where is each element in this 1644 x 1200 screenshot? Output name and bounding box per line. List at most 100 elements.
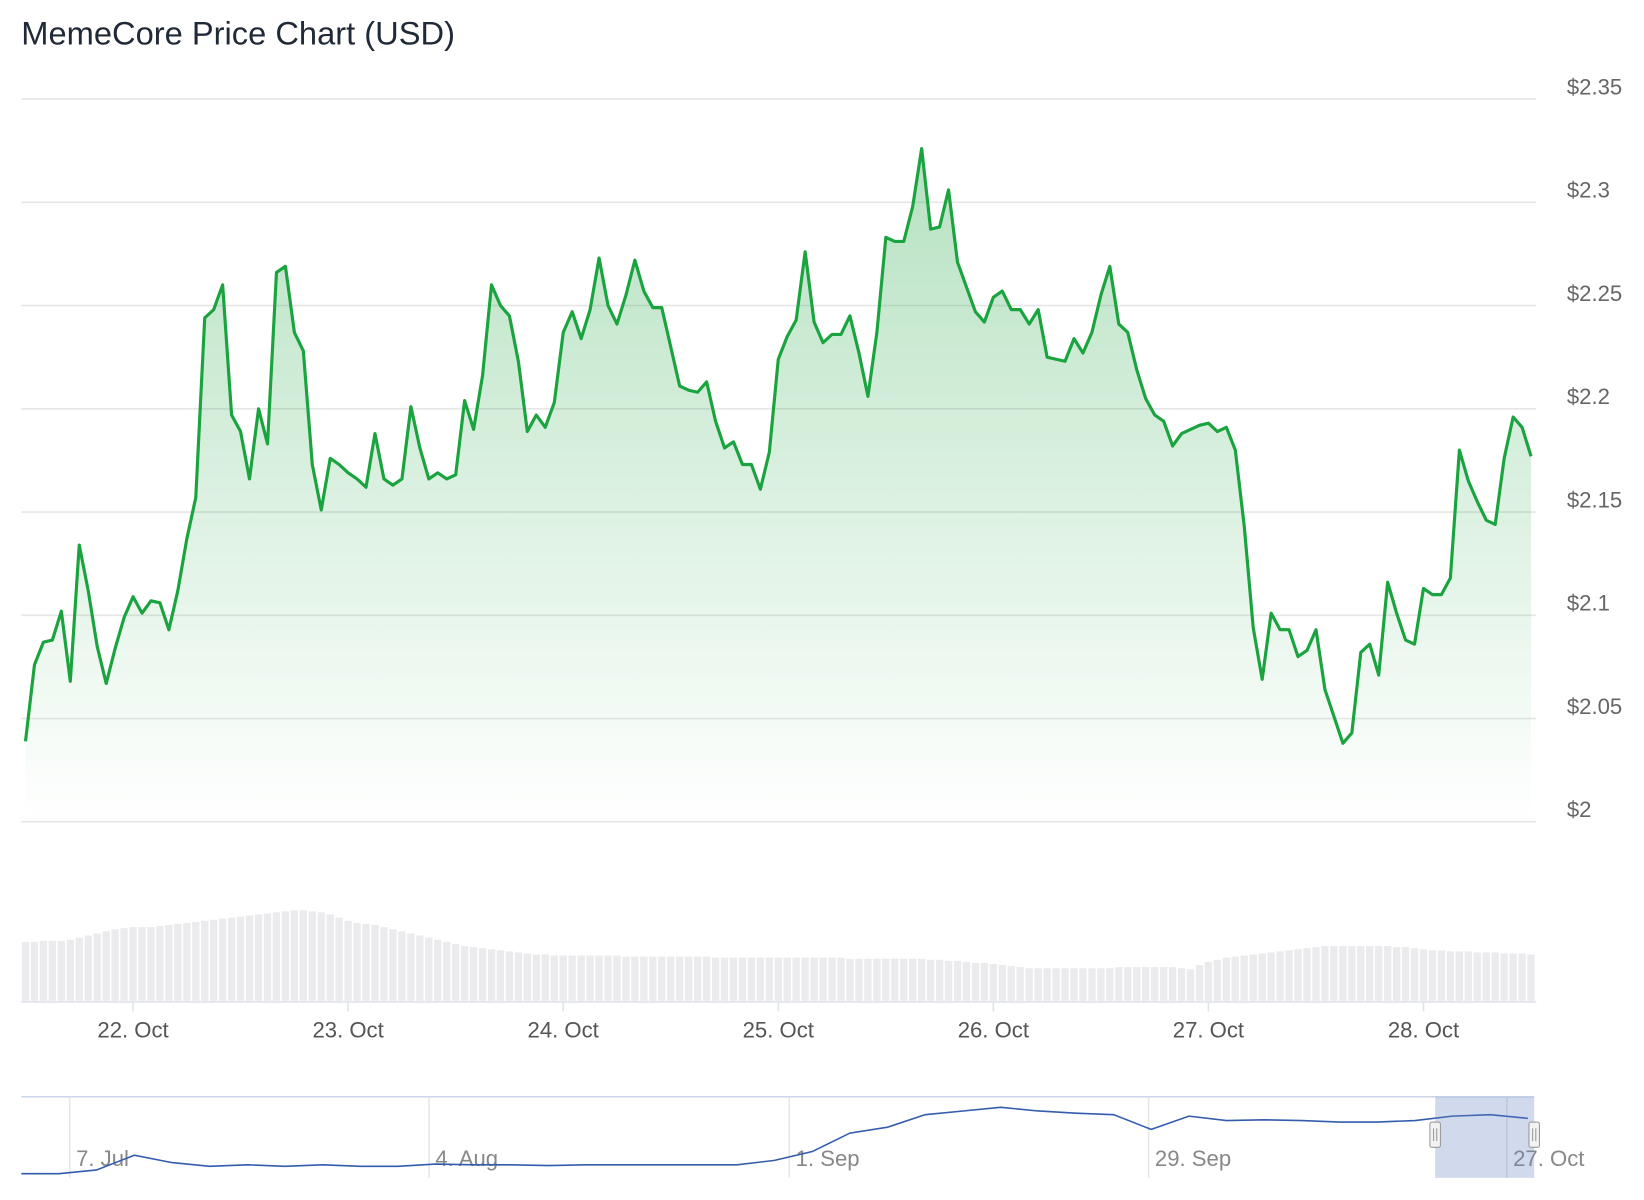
y-tick-label: $2.25 — [1567, 281, 1622, 306]
volume-bar — [218, 918, 227, 1001]
navigator-handle[interactable] — [1429, 1121, 1441, 1148]
volume-bar — [1159, 967, 1168, 1001]
volume-bar — [1285, 950, 1293, 1001]
volume-bar — [926, 959, 935, 1001]
volume-bar — [1115, 967, 1123, 1001]
x-tick-label: 23. Oct — [312, 1017, 383, 1042]
volume-bar — [326, 914, 334, 1001]
volume-bar — [1509, 953, 1517, 1001]
volume-bar — [1016, 967, 1024, 1001]
volume-bar — [156, 926, 164, 1001]
volume-bar — [48, 940, 57, 1001]
volume-bar — [1043, 968, 1051, 1001]
volume-bar — [944, 960, 953, 1001]
volume-bar — [1276, 951, 1284, 1001]
volume-bar — [1500, 953, 1508, 1001]
volume-bar — [1106, 968, 1114, 1001]
volume-bar — [129, 927, 137, 1001]
volume-bar — [702, 956, 711, 1001]
navigator-label: 1. Sep — [796, 1146, 860, 1171]
volume-bar — [1464, 951, 1472, 1001]
x-tick-label: 28. Oct — [1388, 1017, 1459, 1042]
volume-bar — [496, 950, 505, 1001]
volume-bar — [505, 951, 514, 1001]
volume-bar — [1366, 946, 1374, 1001]
x-tick-label: 26. Oct — [958, 1017, 1029, 1042]
volume-bar — [792, 957, 800, 1001]
volume-bar — [1133, 967, 1141, 1001]
volume-bar — [389, 929, 397, 1001]
volume-bar — [523, 953, 532, 1001]
volume-bar — [299, 910, 308, 1001]
volume-bar — [263, 913, 272, 1001]
volume-bar — [846, 958, 854, 1001]
price-area — [25, 148, 1532, 822]
volume-bar — [1303, 948, 1311, 1001]
volume-bar — [917, 958, 926, 1001]
volume-bar — [604, 955, 612, 1001]
volume-bar — [93, 933, 101, 1001]
volume-bar — [1124, 967, 1132, 1001]
volume-bar — [66, 939, 75, 1001]
volume-bar — [1213, 959, 1222, 1001]
volume-bar — [1375, 946, 1383, 1001]
volume-bar — [39, 940, 48, 1001]
price-line — [23, 146, 1533, 745]
volume-bar — [416, 935, 424, 1001]
volume-bar — [1455, 951, 1464, 1001]
volume-bar — [640, 956, 648, 1001]
volume-bar — [550, 955, 558, 1001]
volume-bar — [1321, 946, 1329, 1001]
volume-bar — [1052, 968, 1060, 1001]
volume-bar — [864, 958, 872, 1001]
y-tick-label: $2.15 — [1567, 487, 1622, 512]
volume-bar — [1240, 955, 1248, 1001]
navigator-label: 27. Oct — [1513, 1146, 1584, 1171]
volume-bar — [649, 956, 657, 1001]
volume-bar — [21, 941, 30, 1001]
volume-bar — [684, 956, 693, 1001]
volume-bar — [1231, 956, 1240, 1001]
volume-bar — [1527, 954, 1535, 1001]
volume-bar — [1312, 947, 1320, 1001]
y-tick-label: $2.05 — [1567, 694, 1622, 719]
volume-bar — [272, 912, 281, 1001]
volume-bar — [460, 946, 469, 1001]
volume-bar — [756, 957, 765, 1001]
y-tick-label: $2.1 — [1567, 591, 1610, 616]
volume-bar — [75, 937, 83, 1001]
volume-bar — [514, 952, 523, 1001]
volume-bar — [236, 916, 245, 1001]
volume-bar — [1177, 968, 1186, 1001]
volume-bar — [380, 927, 388, 1001]
volume-bar — [882, 958, 890, 1001]
volume-bar — [873, 958, 881, 1001]
volume-bar — [1419, 949, 1428, 1001]
volume-bar — [317, 912, 325, 1001]
volume-bar — [1097, 968, 1105, 1001]
volume-bar — [586, 955, 594, 1001]
navigator-handle[interactable] — [1528, 1121, 1540, 1148]
volume-bar — [559, 955, 567, 1001]
volume-bar — [980, 962, 989, 1001]
volume-bar — [1401, 947, 1410, 1001]
navigator-label: 4. Aug — [435, 1146, 498, 1171]
volume-bar — [254, 914, 263, 1001]
navigator-label: 29. Sep — [1155, 1146, 1231, 1171]
volume-bar — [1267, 952, 1275, 1001]
volume-bar — [577, 955, 585, 1001]
volume-bar — [434, 939, 442, 1001]
volume-bar — [819, 957, 827, 1001]
volume-bar — [1473, 952, 1481, 1001]
volume-bar — [900, 958, 908, 1001]
volume-bar — [353, 922, 361, 1001]
volume-bar — [281, 911, 290, 1001]
volume-bar — [84, 935, 92, 1001]
volume-bar — [407, 933, 415, 1001]
volume-bar — [1142, 967, 1150, 1001]
volume-bar — [451, 943, 460, 1001]
volume-bar — [989, 964, 998, 1001]
volume-bar — [1339, 946, 1347, 1001]
navigator-selection[interactable] — [1435, 1096, 1535, 1178]
volume-bar — [667, 956, 675, 1001]
